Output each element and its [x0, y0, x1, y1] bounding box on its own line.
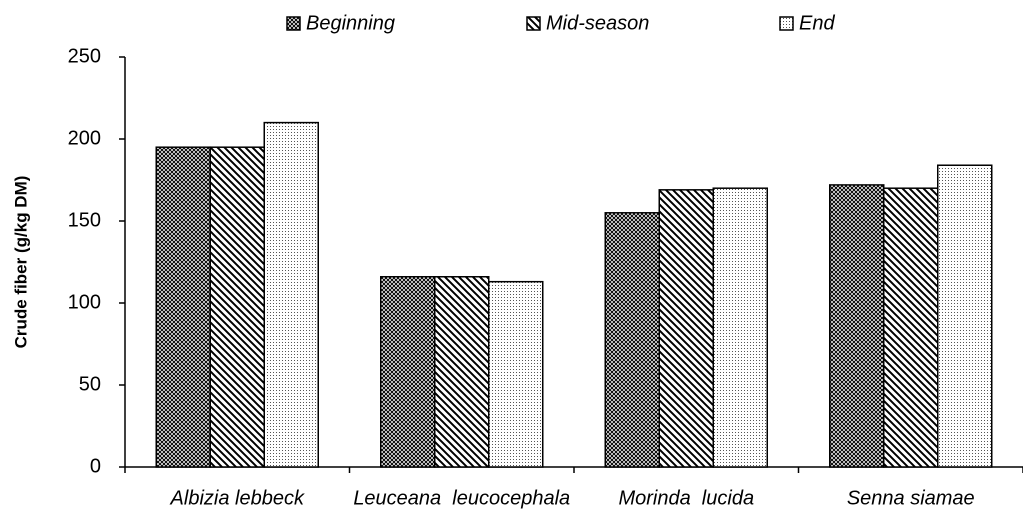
y-tick-label: 150 — [68, 209, 101, 231]
y-tick-label: 50 — [79, 373, 101, 395]
bar — [937, 164, 993, 468]
legend-label: End — [799, 12, 835, 34]
legend-swatch — [286, 16, 301, 31]
bar — [488, 280, 544, 468]
bar — [434, 276, 490, 468]
legend-label: Beginning — [306, 12, 395, 34]
bar — [658, 189, 714, 468]
legend-swatch — [779, 16, 794, 31]
x-tick-label: Leuceana leucocephala — [353, 487, 570, 509]
bar — [829, 184, 885, 468]
bar — [209, 146, 265, 468]
x-tick-label: Albizia lebbeck — [170, 487, 305, 509]
bar — [883, 187, 939, 468]
y-tick-label: 250 — [68, 45, 101, 67]
legend-label: Mid-season — [546, 12, 649, 34]
bar — [263, 121, 319, 468]
x-tick-label: Senna siamae — [847, 487, 975, 509]
bar — [155, 146, 211, 468]
bar — [712, 187, 768, 468]
y-tick-label: 200 — [68, 127, 101, 149]
legend-swatch — [526, 16, 541, 31]
x-tick-label: Morinda lucida — [618, 487, 754, 509]
y-tick-label: 100 — [68, 291, 101, 313]
bar — [604, 212, 660, 468]
bar — [380, 276, 436, 468]
y-axis-label: Crude fiber (g/kg DM) — [11, 176, 30, 349]
y-tick-label: 0 — [90, 455, 101, 477]
